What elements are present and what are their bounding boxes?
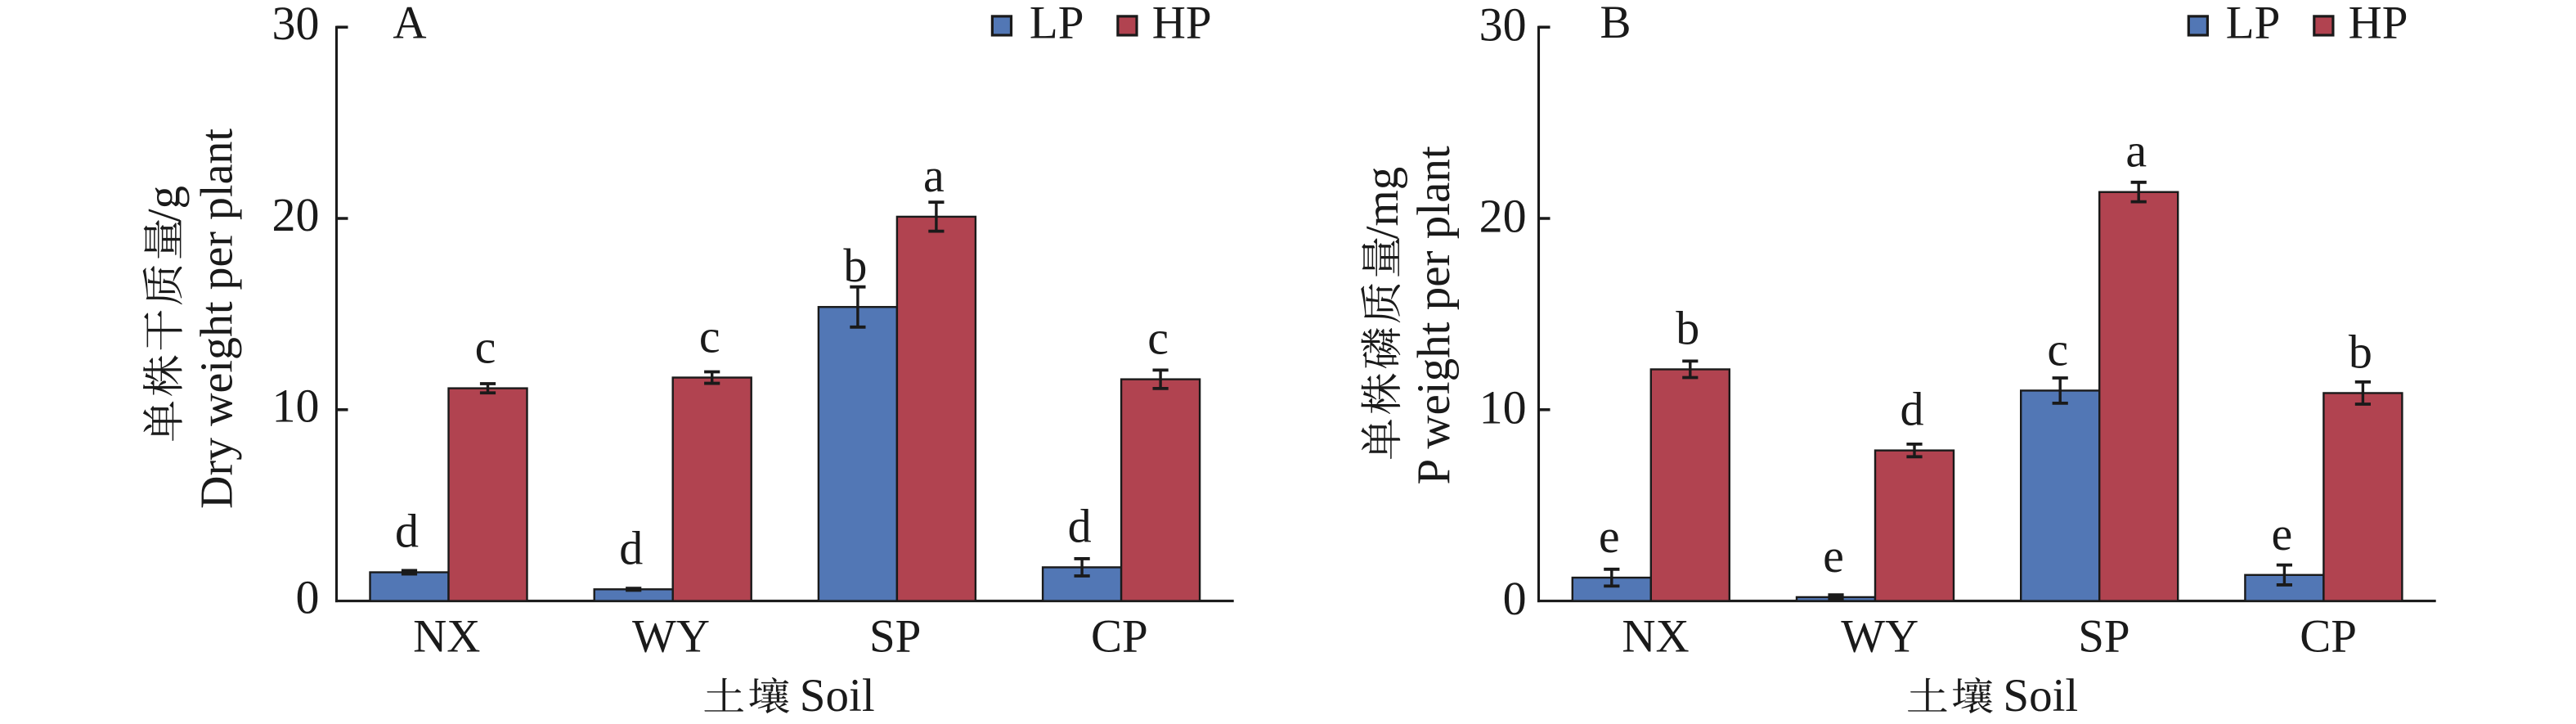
- svg-text:e: e: [1823, 529, 1844, 582]
- svg-text:e: e: [1599, 510, 1620, 563]
- svg-text:P weight per plant: P weight per plant: [1408, 146, 1460, 484]
- svg-text:Dry weight per plant: Dry weight per plant: [191, 128, 242, 509]
- svg-text:b: b: [1676, 302, 1699, 355]
- svg-text:A: A: [393, 0, 426, 48]
- svg-text:c: c: [1147, 312, 1169, 365]
- svg-text:e: e: [2272, 507, 2293, 560]
- svg-text:NX: NX: [413, 611, 480, 663]
- svg-text:SP: SP: [2078, 610, 2129, 662]
- svg-text:0: 0: [296, 570, 320, 623]
- svg-text:WY: WY: [632, 611, 710, 663]
- svg-text:b: b: [2349, 326, 2372, 379]
- svg-text:CP: CP: [1091, 611, 1148, 663]
- svg-text:10: 10: [272, 380, 320, 433]
- svg-text:20: 20: [1479, 190, 1527, 243]
- svg-text:d: d: [1901, 383, 1924, 436]
- svg-text:30: 30: [272, 0, 320, 50]
- svg-text:Soil: Soil: [2003, 670, 2078, 722]
- svg-text:a: a: [2125, 124, 2147, 178]
- svg-text:LP: LP: [1030, 0, 1084, 48]
- svg-text:WY: WY: [1841, 610, 1919, 662]
- svg-text:20: 20: [272, 188, 320, 241]
- svg-text:/g: /g: [139, 186, 191, 222]
- svg-text:HP: HP: [1152, 0, 1212, 48]
- svg-text:c: c: [475, 321, 496, 374]
- svg-text:d: d: [395, 505, 419, 558]
- svg-text:LP: LP: [2226, 0, 2281, 48]
- svg-text:HP: HP: [2349, 0, 2408, 48]
- svg-text:d: d: [619, 521, 643, 574]
- svg-text:NX: NX: [1622, 610, 1689, 662]
- svg-text:SP: SP: [869, 611, 921, 663]
- svg-text:10: 10: [1479, 380, 1527, 434]
- svg-text:b: b: [843, 239, 867, 292]
- svg-text:c: c: [2047, 322, 2068, 375]
- svg-text:d: d: [1068, 500, 1092, 553]
- svg-text:c: c: [699, 310, 720, 363]
- svg-text:0: 0: [1503, 572, 1527, 625]
- svg-text:/mg: /mg: [1357, 167, 1408, 240]
- svg-text:a: a: [923, 149, 945, 202]
- svg-text:CP: CP: [2300, 610, 2357, 662]
- svg-text:Soil: Soil: [800, 670, 875, 722]
- svg-text:B: B: [1600, 0, 1631, 48]
- svg-text:30: 30: [1479, 0, 1527, 52]
